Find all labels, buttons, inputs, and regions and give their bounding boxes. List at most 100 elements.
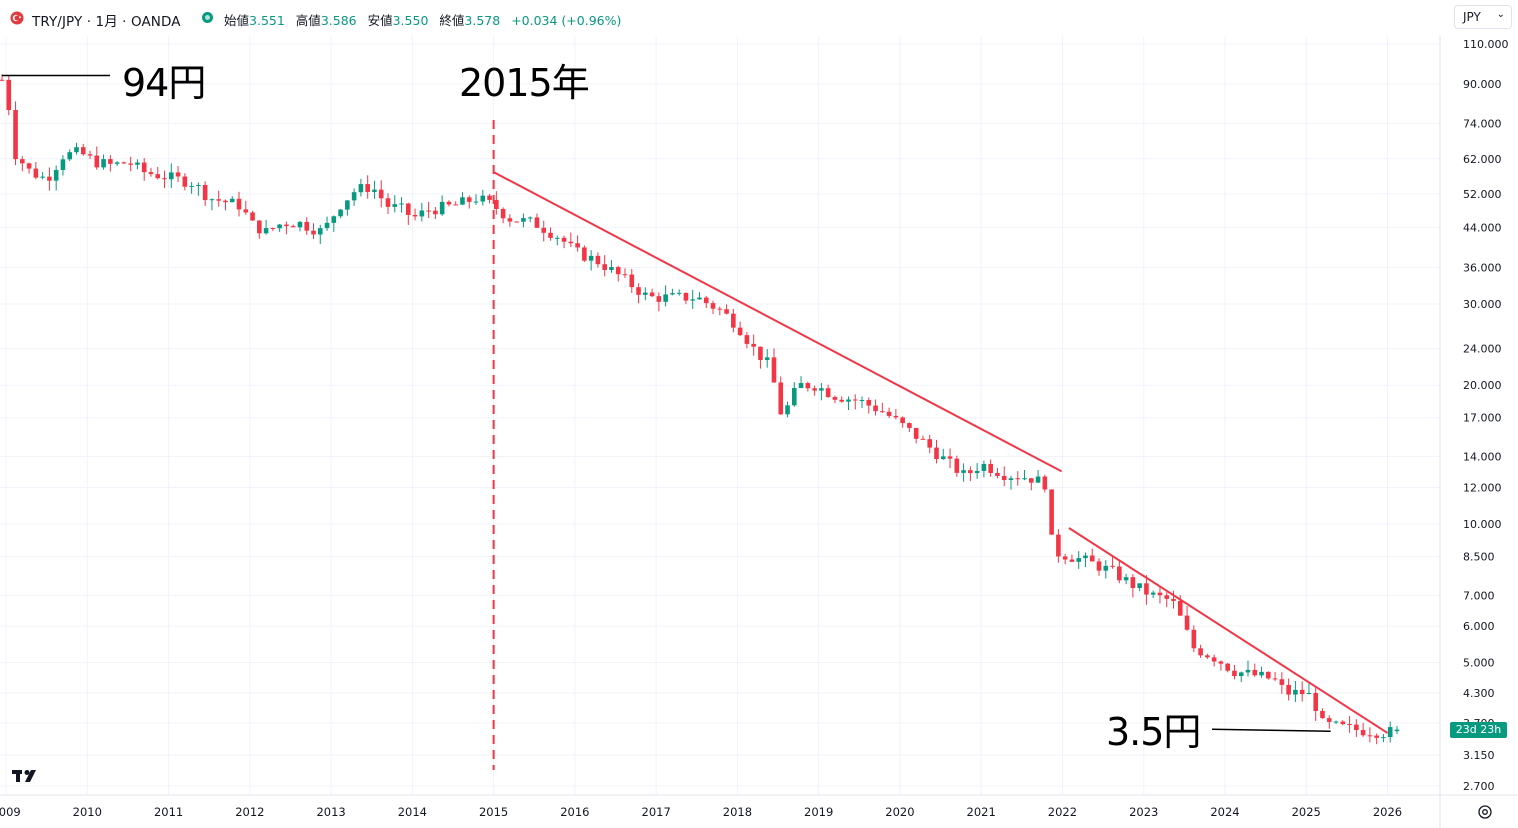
candle-down (1177, 600, 1183, 616)
trendline (493, 171, 1063, 473)
y-tick-label: 12.000 (1463, 481, 1502, 494)
candle-up (940, 456, 946, 460)
candle-down (934, 447, 939, 460)
candle-down (825, 388, 831, 398)
candle-down (1272, 678, 1278, 680)
symbol-flag-icon (10, 11, 24, 25)
candle-up (74, 147, 79, 153)
candle-down (446, 201, 452, 205)
candle-down (1184, 615, 1190, 630)
candle-up (358, 184, 364, 193)
candle-down (866, 399, 872, 406)
candle-down (947, 456, 953, 459)
candle-down (548, 232, 553, 238)
candle-down (744, 335, 750, 344)
candle-down (412, 214, 418, 217)
candle-up (263, 228, 269, 234)
candle-up (297, 221, 303, 228)
candle-down (758, 346, 763, 361)
candle-down (683, 292, 689, 301)
candle-up (439, 201, 445, 215)
symbol-title[interactable]: TRY/JPY · 1月 · OANDA (32, 14, 181, 30)
candle-up (209, 199, 215, 201)
candle-down (636, 287, 641, 295)
candle-down (1029, 478, 1034, 483)
candle-down (1069, 559, 1075, 562)
time-axis[interactable]: 2009 2010 2011 2012 2013 2014 2015 2016 2017 2018… (0, 805, 1402, 819)
candle-down (26, 163, 32, 169)
candle-down (1171, 598, 1176, 601)
candle-down (1191, 629, 1197, 649)
candle-down (1205, 655, 1210, 658)
candle-down (155, 174, 161, 179)
settings-icon[interactable] (1477, 804, 1493, 820)
chevron-down-icon: ⌄ (1496, 9, 1505, 20)
candle-down (121, 162, 127, 164)
candle-up (670, 293, 675, 295)
candle-up (1150, 592, 1156, 595)
candle-down (94, 155, 100, 168)
price-axis[interactable]: 110.000 90.000 74.000 62.000 52.000 44.000 36.… (1463, 38, 1509, 793)
market-status-icon[interactable] (202, 12, 213, 23)
candle-down (839, 399, 844, 402)
candle-down (582, 247, 587, 261)
currency-select[interactable]: JPY ⌄ (1454, 5, 1512, 29)
candle-up (53, 169, 59, 181)
candle-down (311, 230, 316, 235)
candle-up (554, 237, 560, 239)
candle-up (101, 159, 106, 168)
candle-down (1164, 595, 1170, 599)
candle-up (1076, 558, 1082, 562)
candle-down (216, 199, 221, 201)
candle-down (13, 110, 18, 160)
candle-down (20, 159, 25, 164)
x-tick-label: 2012 (235, 805, 264, 819)
candle-down (1340, 721, 1346, 725)
candle-down (1015, 478, 1021, 480)
y-tick-label: 3.150 (1463, 749, 1495, 762)
y-tick-label: 62.000 (1463, 153, 1502, 166)
candle-down (148, 172, 154, 175)
trendlines (493, 171, 1389, 734)
ohlc-low-value: 3.550 (392, 13, 429, 28)
candle-down (1211, 657, 1217, 662)
candle-down (1198, 648, 1203, 656)
candle-down (1266, 671, 1271, 679)
candle-up (1293, 689, 1298, 695)
x-tick-label: 2025 (1292, 805, 1321, 819)
candle-down (1286, 684, 1291, 695)
candle-down (1225, 663, 1230, 671)
candle-down (852, 399, 858, 401)
candle-up (345, 200, 350, 210)
candle-up (1103, 565, 1109, 571)
tradingview-logo-icon[interactable] (12, 768, 42, 784)
candle-up (785, 405, 790, 415)
candle-down (920, 438, 926, 440)
chart-header: TRY/JPY · 1月 · OANDA 始値3.551 高値3.586 安値3… (0, 0, 1440, 36)
candle-down (202, 184, 208, 201)
candle-down (988, 463, 993, 473)
y-tick-label: 20.000 (1463, 379, 1502, 392)
candle-down (568, 241, 574, 244)
candle-down (128, 163, 133, 165)
y-tick-label: 7.000 (1463, 589, 1495, 602)
y-tick-label: 5.000 (1463, 657, 1495, 670)
candle-up (981, 463, 987, 471)
candle-down (1326, 718, 1332, 722)
candle-down (236, 198, 242, 210)
candle-down (223, 200, 228, 203)
trendline (1068, 527, 1389, 734)
candle-up (372, 189, 377, 192)
ohlc-open-label: 始値 (224, 13, 250, 28)
candle-down (880, 411, 885, 413)
candle-down (47, 176, 52, 181)
candle-down (913, 427, 919, 439)
candle-down (622, 274, 628, 276)
year-marker-annotation: 2015年 (459, 61, 590, 105)
candle-down (1320, 710, 1325, 719)
ohlc-readout: 始値3.551 高値3.586 安値3.550 終値3.578 +0.034 (… (224, 10, 628, 29)
candle-down (541, 227, 547, 233)
start-price-annotation: 94円 (122, 61, 206, 105)
x-tick-label: 2009 (0, 805, 21, 819)
